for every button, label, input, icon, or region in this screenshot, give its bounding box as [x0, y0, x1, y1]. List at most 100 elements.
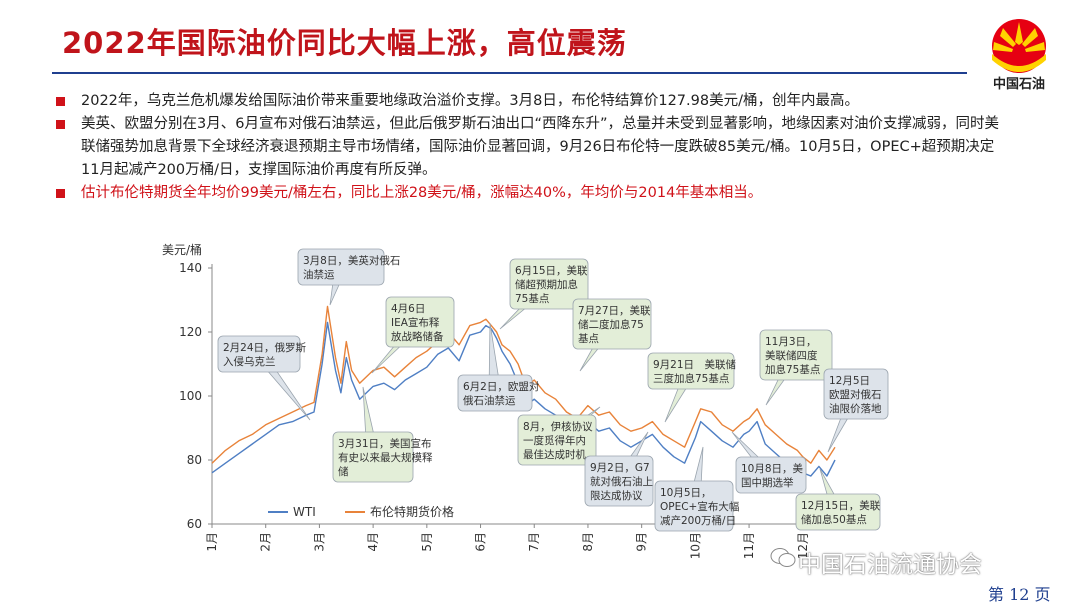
x-tick-label: 11月 [742, 532, 756, 559]
annotation-box [823, 368, 889, 420]
annotation-line: 8月，伊核协议 [523, 420, 593, 433]
watermark-text: 中国石油流通协会 [798, 552, 982, 578]
annotation-line: 11月3日， [765, 336, 817, 348]
annotation-line: 10月8日，美 [741, 462, 804, 475]
annotation-line: 6月15日，美联 [515, 264, 588, 277]
x-tick-label: 4月 [366, 532, 380, 552]
annotation-line: 储二度加息75 [578, 318, 644, 331]
annotation-line: 国中期选举 [741, 476, 794, 489]
annotation-box [759, 329, 833, 381]
annotation-text-10: 9月21日 美联储三度加息75基点 [653, 358, 737, 385]
annotation-line: 欧盟对俄石 [829, 388, 882, 401]
annotation-text-7: 7月27日，美联储二度加息75 基点 [578, 304, 651, 345]
annotation-line: 12月15日，美联 [801, 499, 881, 512]
annotation-box [332, 431, 414, 483]
x-tick-label: 2月 [259, 532, 273, 552]
annotation-box [654, 480, 734, 532]
legend-label: 布伦特期货价格 [370, 504, 454, 519]
annotation-text-13: 11月3日，美联储四度加息75基点 [765, 336, 820, 376]
annotation-text-12: 10月8日，美国中期选举 [741, 462, 804, 489]
annotation-line: 储超预期加息 [515, 278, 578, 291]
annotation-line: 基点 [578, 332, 599, 345]
annotation-text-1: 2月24日，俄罗斯入侵乌克兰 [223, 341, 307, 368]
annotation-line: 12月5日 [829, 375, 870, 387]
annotation-line: IEA宣布释 [391, 316, 440, 329]
title-rule [52, 72, 967, 74]
annotation-box [217, 335, 301, 373]
annotation-line: 2月24日，俄罗斯 [223, 341, 307, 354]
annotation-box [647, 352, 735, 390]
annotation-line: OPEC+宣布大幅 [660, 500, 739, 513]
x-tick-label: 8月 [581, 532, 595, 552]
annotation-box [584, 455, 654, 507]
x-tick-label: 5月 [420, 532, 434, 552]
y-tick-label: 140 [179, 261, 202, 275]
bullet-3: 估计布伦特期货全年均价99美元/桶左右，同比上涨28美元/桶，涨幅达40%，年均… [56, 182, 1006, 205]
annotation-line: 10月5日， [660, 487, 712, 499]
annotation-box [572, 298, 652, 350]
annotation-text-14: 12月5日欧盟对俄石油限价落地 [829, 375, 882, 415]
annotation-line: 入侵乌克兰 [223, 355, 276, 368]
oil-price-chart: 美元/桶 60 80 100 120 140 1月 2月 3月 4月 5月 6月 7月 8月 9月 10月 11… [162, 242, 889, 559]
x-tick-label: 12月 [796, 532, 810, 559]
bullet-square-icon [56, 97, 65, 106]
annotation-line: 一度觅得年内 [523, 434, 586, 447]
bullet-square-icon [56, 120, 65, 129]
x-tick-label: 7月 [527, 532, 541, 552]
annotation-line: 3月8日，美英对俄石 [303, 254, 400, 267]
annotation-text-4: 3月31日，美国宣布有史以来最大规模释储 [338, 437, 433, 478]
annotation-line: 减产200万桶/日 [660, 514, 736, 527]
annotation-text-9: 9月2日，G7 就对俄石油上限达成协议 [590, 462, 653, 502]
annotation-line: 75基点 [515, 292, 549, 305]
bullet-list: 2022年，乌克兰危机爆发给国际油价带来重要地缘政治溢价支撑。3月8日，布伦特结… [56, 90, 1006, 205]
annotation-text-6: 6月15日，美联储超预期加息 75基点 [515, 264, 588, 305]
page-title: 2022年国际油价同比大幅上涨，高位震荡 [62, 26, 627, 60]
bullet-2: 美英、欧盟分别在3月、6月宣布对俄石油禁运，但此后俄罗斯石油出口“西降东升”，总… [56, 113, 1006, 182]
annotation-text-15: 12月15日，美联储加息50基点 [801, 499, 881, 526]
annotation-box [457, 374, 533, 412]
annotation-line: 9月21日 美联储 [653, 358, 737, 371]
bullet-square-icon [56, 189, 65, 198]
annotation-line: 三度加息75基点 [653, 372, 729, 385]
annotation-box [385, 296, 455, 348]
annotation-text-8: 8月，伊核协议一度觅得年内最佳达成时机 [523, 420, 593, 461]
page-number: 第 12 页 [988, 585, 1051, 604]
annotation-line: 储 [338, 465, 349, 478]
annotation-text-11: 10月5日， OPEC+宣布大幅减产200万桶/日 [660, 487, 739, 527]
annotation-line: 最佳达成时机 [523, 448, 586, 461]
annotation-line: 3月31日，美国宣布 [338, 437, 432, 450]
petrochina-logo-icon [992, 19, 1046, 73]
annotation-box [509, 258, 589, 310]
annotation-line: 加息75基点 [765, 363, 820, 376]
x-tick-label: 6月 [474, 532, 488, 552]
logo-text: 中国石油 [992, 77, 1045, 92]
annotation-line: 就对俄石油上 [590, 475, 653, 488]
annotation-box [517, 414, 597, 466]
annotation-box [297, 248, 385, 286]
annotation-box [735, 456, 807, 494]
bullet-2-text: 美英、欧盟分别在3月、6月宣布对俄石油禁运，但此后俄罗斯石油出口“西降东升”，总… [81, 116, 999, 178]
annotation-line: 放战略储备 [391, 330, 444, 343]
x-tick-label: 10月 [688, 532, 702, 559]
annotation-line: 油限价落地 [829, 402, 882, 415]
annotation-line: 油禁运 [303, 268, 335, 281]
x-tick-label: 3月 [312, 532, 326, 552]
bullet-3-text: 估计布伦特期货全年均价99美元/桶左右，同比上涨28美元/桶，涨幅达40%，年均… [81, 185, 763, 201]
annotation-line: 9月2日，G7 [590, 462, 650, 474]
y-tick-label: 120 [179, 325, 202, 339]
annotation-line: 储加息50基点 [801, 513, 867, 526]
annotation-text-3: 4月6日 IEA宣布释放战略储备 [391, 303, 444, 343]
annotation-line: 美联储四度 [765, 349, 818, 362]
y-axis-title: 美元/桶 [162, 242, 202, 257]
y-tick-label: 60 [187, 517, 202, 531]
annotation-text-2: 3月8日，美英对俄石油禁运 [303, 254, 400, 281]
annotation-line: 俄石油禁运 [463, 394, 516, 407]
legend-label: WTI [293, 505, 316, 519]
annotation-line: 7月27日，美联 [578, 304, 651, 317]
x-tick-label: 1月 [205, 532, 219, 552]
annotation-line: 4月6日 [391, 303, 425, 315]
y-tick-label: 80 [187, 453, 202, 467]
annotation-line: 限达成协议 [590, 489, 643, 502]
bullet-1: 2022年，乌克兰危机爆发给国际油价带来重要地缘政治溢价支撑。3月8日，布伦特结… [56, 90, 1006, 113]
annotation-text-5: 6月2日，欧盟对俄石油禁运 [463, 380, 540, 407]
